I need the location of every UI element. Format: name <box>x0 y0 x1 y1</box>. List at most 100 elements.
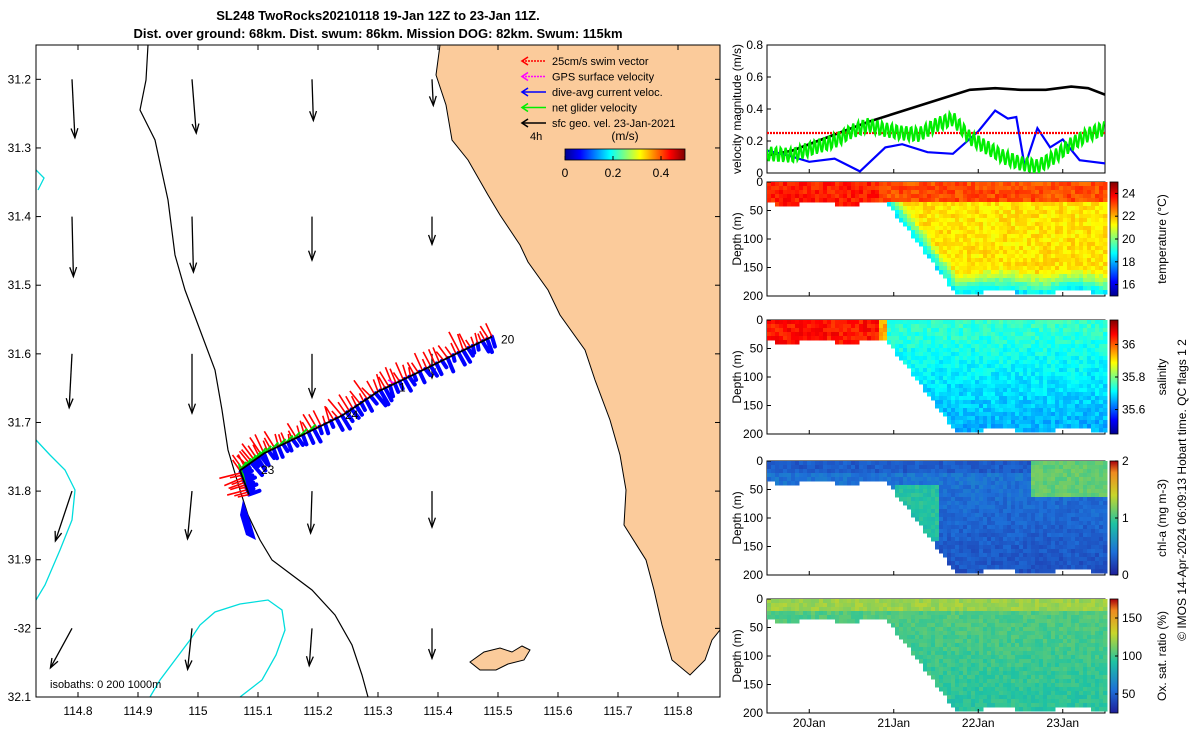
profile-cell <box>975 286 980 291</box>
profile-cell <box>1023 400 1028 405</box>
profile-cell <box>1019 420 1024 425</box>
profile-cell <box>1075 198 1080 203</box>
profile-cell <box>1071 392 1076 397</box>
profile-cell <box>787 481 792 486</box>
profile-cell <box>971 565 976 570</box>
profile-cell <box>1015 509 1020 514</box>
profile-cell <box>1043 489 1048 494</box>
profile-cell <box>919 360 924 365</box>
profile-cell <box>847 336 852 341</box>
profile-cell <box>1099 344 1104 349</box>
profile-cell <box>975 250 980 255</box>
profile-cell <box>971 541 976 546</box>
profile-cell <box>1031 388 1036 393</box>
profile-cell <box>979 408 984 413</box>
profile-cell <box>911 368 916 373</box>
profile-cell <box>771 477 776 482</box>
profile-cell <box>1067 214 1072 219</box>
profile-cell <box>1051 194 1056 199</box>
profile-cell <box>1015 238 1020 243</box>
profile-cell <box>975 396 980 401</box>
profile-cell <box>911 651 916 656</box>
profile-cell <box>1035 513 1040 518</box>
profile-cell <box>1023 376 1028 381</box>
profile-cell <box>839 607 844 612</box>
profile-cell <box>787 599 792 604</box>
profile-cell <box>1079 489 1084 494</box>
profile-cell <box>775 324 780 329</box>
profile-cell <box>955 278 960 283</box>
profile-cell <box>947 465 952 470</box>
profile-cell <box>971 222 976 227</box>
profile-cell <box>1051 481 1056 486</box>
current-arrow-shaft <box>308 628 313 666</box>
profile-cell <box>1035 481 1040 486</box>
profile-cell <box>1071 194 1076 199</box>
profile-cell <box>1099 404 1104 409</box>
profile-cell <box>1087 282 1092 287</box>
profile-cell <box>967 190 972 195</box>
profile-cell <box>1095 282 1100 287</box>
profile-cell <box>971 262 976 267</box>
profile-cell <box>995 485 1000 490</box>
profile-cell <box>995 320 1000 325</box>
profile-cell <box>967 505 972 510</box>
profile-cell <box>847 607 852 612</box>
profile-cell <box>1099 282 1104 287</box>
profile-cell <box>1055 549 1060 554</box>
profile-cell <box>919 477 924 482</box>
map-title-line1: SL248 TwoRocks20210118 19-Jan 12Z to 23-… <box>216 8 540 23</box>
profile-cells <box>767 461 1108 574</box>
profile-cell <box>951 557 956 562</box>
profile-cell <box>1063 376 1068 381</box>
profile-cell <box>991 461 996 466</box>
profile-cell <box>1091 557 1096 562</box>
profile-cell <box>1047 222 1052 227</box>
profile-cell <box>947 222 952 227</box>
profile-cell <box>831 477 836 482</box>
profile-cell <box>867 611 872 616</box>
profile-cell <box>1007 328 1012 333</box>
profile-cell <box>1019 388 1024 393</box>
profile-cell <box>919 344 924 349</box>
profile-cell <box>987 565 992 570</box>
profile-cell <box>1007 356 1012 361</box>
profile-cell <box>1103 320 1108 325</box>
profile-cell <box>935 266 940 271</box>
profile-cell <box>1007 234 1012 239</box>
profile-cell <box>847 603 852 608</box>
profile-cell <box>1019 348 1024 353</box>
profile-cell <box>1091 392 1096 397</box>
profile-cell <box>859 615 864 620</box>
profile-cell <box>1011 529 1016 534</box>
profile-cell <box>827 190 832 195</box>
profile-cell <box>951 238 956 243</box>
profile-cell <box>1095 246 1100 251</box>
profile-cell <box>879 194 884 199</box>
profile-cell <box>1047 412 1052 417</box>
profile-cell <box>1043 376 1048 381</box>
profile-cell <box>1071 186 1076 191</box>
profile-cell <box>963 525 968 530</box>
profile-cell <box>943 190 948 195</box>
profile-cell <box>1087 553 1092 558</box>
profile-cell <box>835 198 840 203</box>
profile-cell <box>899 194 904 199</box>
profile-cell <box>955 561 960 566</box>
profile-cell <box>1103 340 1108 345</box>
profile-cell <box>855 615 860 620</box>
profile-cell <box>879 320 884 325</box>
profile-cell <box>1043 533 1048 538</box>
profile-cell <box>1047 246 1052 251</box>
profile-cell <box>1003 380 1008 385</box>
profile-cell <box>1087 348 1092 353</box>
profile-cell <box>779 198 784 203</box>
profile-cell <box>927 210 932 215</box>
profile-cell <box>1079 529 1084 534</box>
colorbar-tick-label: 20 <box>1122 232 1136 246</box>
profile-cell <box>1003 424 1008 429</box>
profile-cell <box>947 477 952 482</box>
profile-cell <box>1023 489 1028 494</box>
colorbar-tick-label: 35.6 <box>1122 403 1146 417</box>
profile-cell <box>979 250 984 255</box>
